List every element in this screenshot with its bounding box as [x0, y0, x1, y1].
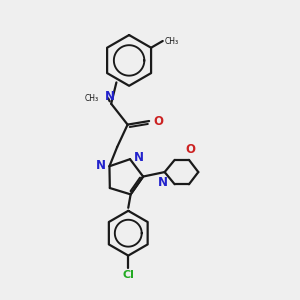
Text: N: N: [105, 90, 115, 103]
Text: Cl: Cl: [122, 270, 134, 280]
Text: CH₃: CH₃: [85, 94, 99, 103]
Text: O: O: [153, 115, 163, 128]
Text: CH₃: CH₃: [165, 37, 179, 46]
Text: O: O: [185, 143, 196, 156]
Text: N: N: [96, 159, 106, 172]
Text: N: N: [134, 152, 144, 164]
Text: N: N: [158, 176, 168, 189]
